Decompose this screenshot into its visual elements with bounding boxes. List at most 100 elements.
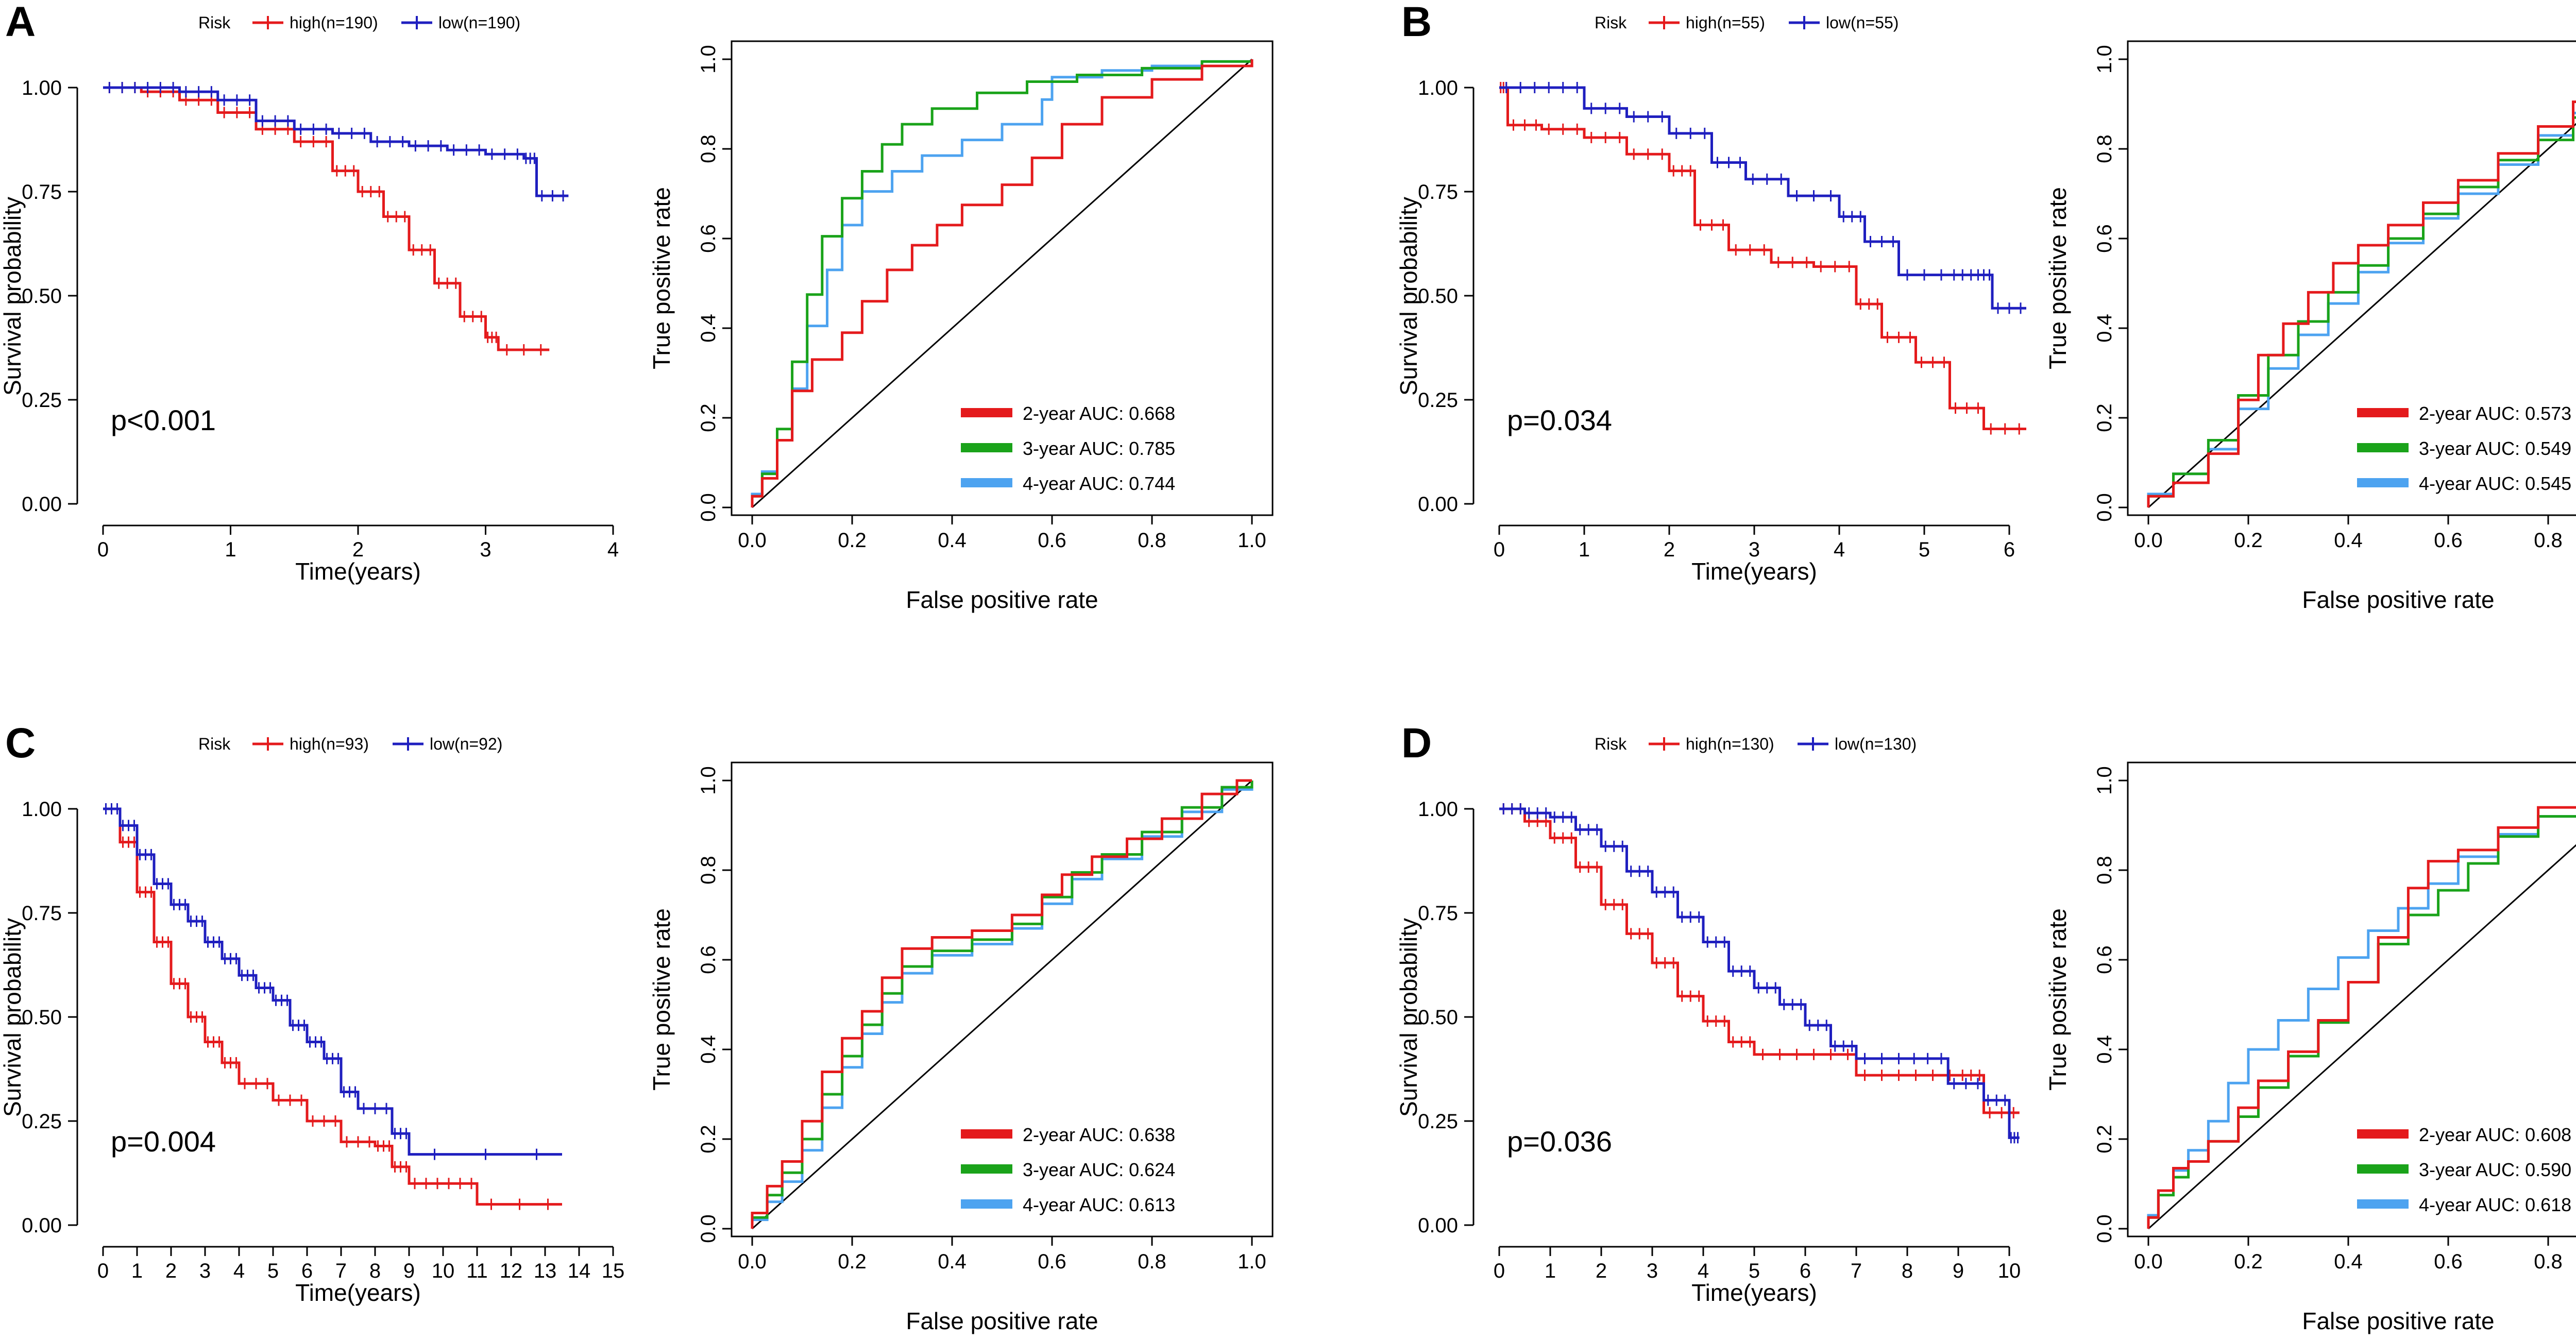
km-x-tick-label: 2 [352,538,364,561]
roc-y-tick-label: 1.0 [697,766,720,795]
km-x-tick-label: 4 [1698,1260,1709,1282]
roc-legend-label: 2-year AUC: 0.608 [2419,1124,2571,1145]
km-y-tick-label: 1.00 [1418,798,1458,821]
km-legend-label: high(n=130) [1686,735,1774,753]
roc-x-tick-label: 0.0 [738,529,767,552]
km-x-tick-label: 5 [1749,1260,1760,1282]
km-x-tick-label: 6 [2004,538,2015,561]
km-x-tick-label: 3 [480,538,491,561]
roc-frame [2127,40,2576,516]
roc-curve-2-year [2147,806,2576,1229]
km-y-tick-label: 0.00 [1418,1214,1458,1237]
roc-x-tick-label: 1.0 [1238,529,1266,552]
km-y-tick-label: 1.00 [1418,77,1458,99]
km-x-tick-label: 9 [1953,1260,1964,1282]
km-legend-label: high(n=93) [290,735,369,753]
km-y-tick-label: 0.25 [1418,1110,1458,1133]
roc-y-tick-label: 0.4 [2093,1035,2116,1064]
km-y-tick-label: 0.75 [1418,181,1458,203]
panel-letter: D [1401,720,1432,767]
roc-y-tick-label: 0.0 [697,1214,720,1243]
km-y-tick-label: 1.00 [22,798,62,821]
roc-x-tick-label: 0.6 [1038,1250,1066,1273]
km-x-tick-label: 12 [500,1260,523,1282]
km-x-tick-label: 5 [1919,538,1930,561]
roc-x-tick-label: 0.8 [1138,1250,1166,1273]
roc-y-tick-label: 0.8 [2093,134,2116,163]
km-p-value: p=0.004 [111,1125,216,1158]
km-plot-a: 0 1 2 3 4 0.00 0.25 0.50 0.75 1.00 Time(years) Surv… [0,13,619,585]
km-x-tick-label: 10 [1998,1260,2021,1282]
roc-y-tick-label: 0.0 [2093,1214,2116,1243]
km-curve-high [1499,86,2026,431]
roc-y-tick-label: 0.8 [2093,856,2116,885]
km-legend-label: low(n=130) [1835,735,1917,753]
roc-curve-2-year [751,779,1252,1229]
roc-x-axis-label: False positive rate [906,586,1098,613]
roc-plot-b: 0.00.20.40.60.81.00.00.20.40.60.81.0Fals… [2044,40,2576,613]
km-legend-title: Risk [198,13,231,32]
roc-plot-d: 0.00.20.40.60.81.00.00.20.40.60.81.0Fals… [2044,761,2576,1334]
km-x-tick-label: 7 [1851,1260,1862,1282]
roc-legend-label: 4-year AUC: 0.545 [2419,473,2571,494]
km-x-tick-label: 4 [607,538,619,561]
roc-x-tick-label: 0.0 [738,1250,767,1273]
roc-x-tick-label: 0.4 [938,1250,967,1273]
roc-x-axis-label: False positive rate [906,1308,1098,1334]
roc-y-tick-label: 0.2 [697,1125,720,1154]
roc-x-tick-label: 0.4 [2334,529,2363,552]
roc-curve-3-year [2147,116,2576,507]
roc-x-tick-label: 0.0 [2134,1250,2163,1273]
roc-diagonal [751,779,1253,1230]
roc-plot-a: 0.0 0.2 0.4 0.6 0.8 1.0 0.0 0.2 0.4 0.6 0.8 1.0 Fals… [648,40,1274,613]
roc-y-tick-label: 1.0 [2093,45,2116,74]
km-curve-high [103,807,562,1206]
km-x-tick-label: 14 [568,1260,591,1282]
roc-y-tick-label: 0.4 [697,1035,720,1064]
roc-diagonal [2147,844,2576,1230]
km-p-value: p=0.034 [1507,404,1612,436]
roc-y-axis-label: True positive rate [2044,908,2071,1091]
km-legend: Risk high(n=190) low(n=190) [198,13,520,32]
km-x-tick-label: 0 [97,538,109,561]
km-p-value: p=0.036 [1507,1125,1612,1158]
roc-y-tick-label: 0.4 [697,314,720,343]
roc-legend-label: 2-year AUC: 0.638 [1023,1124,1175,1145]
km-y-tick-label: 0.50 [22,285,62,308]
km-x-tick-label: 3 [199,1260,211,1282]
km-legend-title: Risk [1595,13,1627,32]
km-y-tick-label: 0.25 [22,1110,62,1133]
km-x-tick-label: 8 [369,1260,381,1282]
km-plot-b: 0 1 2 3 4 5 6 0.00 0.25 0.50 0.75 1.00 Time(years) Su… [1395,13,2026,585]
roc-plot-c: 0.0 0.2 0.4 0.6 0.8 1.0 0.0 0.2 0.4 0.6 0.8 1.0 Fals… [648,761,1274,1334]
km-legend: Risk high(n=130) low(n=130) [1595,735,1917,753]
km-x-axis-label: Time(years) [1691,558,1817,585]
km-curve-low [1499,86,2026,310]
km-curve-low [103,807,562,1156]
km-legend-title: Risk [1595,735,1627,753]
km-legend-label: high(n=55) [1686,13,1765,32]
km-legend: Risk high(n=55) low(n=55) [1595,13,1899,32]
roc-x-tick-label: 0.8 [1138,529,1166,552]
km-x-tick-label: 13 [534,1260,557,1282]
panel-letter: A [5,0,36,45]
roc-diagonal [2147,123,2576,508]
km-y-tick-label: 0.75 [1418,902,1458,925]
roc-frame [2127,761,2576,1237]
roc-legend: 2-year AUC: 0.573 3-year AUC: 0.549 4-year… [2357,403,2571,494]
km-x-axis-label: Time(years) [295,1279,421,1306]
roc-y-tick-label: 0.0 [2093,493,2116,522]
km-x-axis-label: Time(years) [295,558,421,585]
km-x-axis-label: Time(years) [1691,1279,1817,1306]
roc-y-tick-label: 0.0 [697,493,720,522]
km-plot-c: 0 1 2 3 4 5 6 7 8 9 10 11 12 13 14 150.000.250.500.751.… [0,735,624,1306]
roc-legend-label: 3-year AUC: 0.785 [1023,438,1175,459]
roc-x-tick-label: 0.6 [1038,529,1066,552]
km-legend-label: low(n=92) [430,735,502,753]
roc-x-tick-label: 0.0 [2134,529,2163,552]
roc-y-tick-label: 0.6 [2093,945,2116,974]
roc-legend-label: 4-year AUC: 0.613 [1023,1194,1175,1215]
km-y-axis-label: Survival probability [0,918,26,1117]
roc-legend: 2-year AUC: 0.608 3-year AUC: 0.590 4-year… [2357,1124,2571,1215]
